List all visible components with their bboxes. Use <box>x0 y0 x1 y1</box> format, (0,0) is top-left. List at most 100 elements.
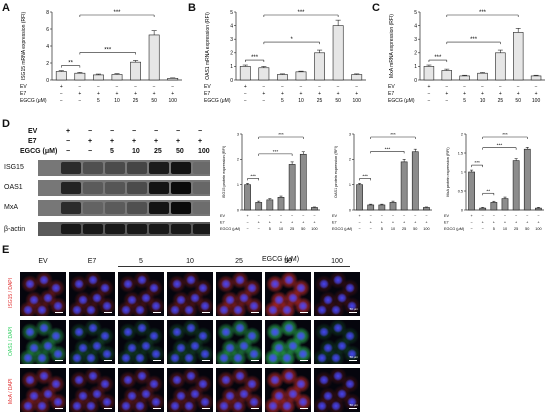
micro-column-label: E7 <box>87 258 97 265</box>
condition-cell: + <box>302 221 305 225</box>
blot-row-label: OAS1 <box>4 184 23 191</box>
bar <box>512 160 520 211</box>
condition-cell: + <box>313 221 316 225</box>
bar <box>423 207 430 211</box>
blot-strip <box>38 200 210 216</box>
condition-cell: − <box>358 227 361 231</box>
bar <box>295 71 307 81</box>
significance-label: *** <box>502 132 508 138</box>
condition-cell: + <box>171 91 174 97</box>
condition-row-label: EGCG (μM) <box>332 227 353 231</box>
micrograph <box>216 368 262 412</box>
condition-row-label: E7 <box>332 221 337 225</box>
blot-condition-cell: 50 <box>176 148 184 155</box>
condition-cell: − <box>427 91 430 97</box>
condition-cell: + <box>515 221 518 225</box>
blot-band <box>171 224 191 234</box>
y-tick-label: 1 <box>237 183 239 187</box>
condition-cell: − <box>280 214 283 218</box>
condition-cell: − <box>78 98 81 104</box>
blot-condition-cell: 100 <box>198 148 210 155</box>
condition-cell: − <box>381 214 384 218</box>
scale-bar <box>202 408 210 409</box>
blot-condition-cell: 25 <box>154 148 162 155</box>
scale-bar-label: 50 μm <box>349 307 358 311</box>
condition-cell: − <box>318 84 321 90</box>
bar <box>479 207 487 211</box>
condition-cell: 25 <box>498 98 504 104</box>
blot-band <box>127 162 147 174</box>
blot-condition-cell: + <box>154 138 159 145</box>
condition-cell: 10 <box>480 98 486 104</box>
bar <box>523 148 531 211</box>
condition-cell: + <box>392 221 395 225</box>
bar <box>255 202 263 211</box>
condition-cell: + <box>517 91 520 97</box>
blot-egcg-label: EGCG (μM) <box>20 148 58 155</box>
bar <box>477 72 488 81</box>
condition-cell: − <box>481 84 484 90</box>
micro-column-label: 100 <box>331 258 343 265</box>
condition-row-label: E7 <box>20 91 26 97</box>
chart-d1: 0 1 2 3 ISG15 protein expression (RFI) *** ***… <box>220 128 324 240</box>
micrograph <box>118 272 164 316</box>
bar <box>378 204 386 211</box>
y-tick-label: 3 <box>237 132 239 136</box>
y-tick-label: 0 <box>230 78 233 84</box>
significance-label: *** <box>470 37 478 43</box>
blot-condition-cell: + <box>132 138 137 145</box>
bar <box>55 71 67 81</box>
condition-row-label: EGCG (μM) <box>20 98 47 104</box>
bar <box>167 78 179 81</box>
condition-cell: − <box>445 84 448 90</box>
bar <box>351 74 363 81</box>
significance-label: *** <box>385 146 391 152</box>
blot-condition-cell: − <box>88 148 93 155</box>
chart-d3: 0 0.5 1 1.5 2 MxA protein expression (RFI) ***… <box>444 128 548 240</box>
condition-cell: + <box>414 221 417 225</box>
bar <box>468 171 475 211</box>
micrograph: 50 μm <box>314 272 360 316</box>
y-tick-label: 2 <box>237 158 239 162</box>
micro-row-label: OAS1 / DAPI <box>8 326 14 356</box>
micrograph <box>20 368 66 412</box>
condition-cell: − <box>499 84 502 90</box>
condition-cell: − <box>246 227 249 231</box>
y-tick-label: 1 <box>349 183 351 187</box>
significance-label: *** <box>250 173 256 179</box>
micro-row-label: MxA / DAPI <box>8 378 14 404</box>
micrograph <box>216 272 262 316</box>
condition-cell: − <box>482 227 485 231</box>
condition-cell: + <box>445 91 448 97</box>
condition-cell: 50 <box>525 227 529 231</box>
significance-label: *** <box>113 10 121 16</box>
bar <box>535 207 542 211</box>
y-tick-label: 3 <box>230 37 233 43</box>
y-tick-label: 1.5 <box>458 151 463 155</box>
condition-cell: 5 <box>493 227 495 231</box>
scale-bar <box>300 408 308 409</box>
y-tick-label: 0.5 <box>458 189 463 193</box>
scale-bar <box>251 312 259 313</box>
y-tick-label: 4 <box>414 23 417 29</box>
y-tick-label: 1 <box>230 64 233 70</box>
blot-band <box>193 182 210 194</box>
condition-cell: + <box>134 91 137 97</box>
significance-label: *** <box>474 160 480 166</box>
condition-cell: + <box>78 91 81 97</box>
scale-bar <box>104 360 112 361</box>
y-tick-label: 8 <box>46 10 49 16</box>
micrograph <box>167 272 213 316</box>
chart-a: 0 2 4 6 8 ISG15 mRNA expression (RFI) ** *** ***… <box>16 6 186 110</box>
condition-cell: 100 <box>169 98 178 104</box>
micrograph: 50 μm <box>314 320 360 364</box>
bar <box>356 184 363 211</box>
micrograph <box>69 368 115 412</box>
blot-condition-cell: − <box>110 128 115 135</box>
condition-cell: − <box>370 214 373 218</box>
scale-bar-label: 50 μm <box>349 355 358 359</box>
blot-condition-cell: − <box>66 138 71 145</box>
condition-row-label: EV <box>220 214 226 218</box>
condition-row-label: EV <box>20 84 27 90</box>
condition-cell: 25 <box>290 227 294 231</box>
